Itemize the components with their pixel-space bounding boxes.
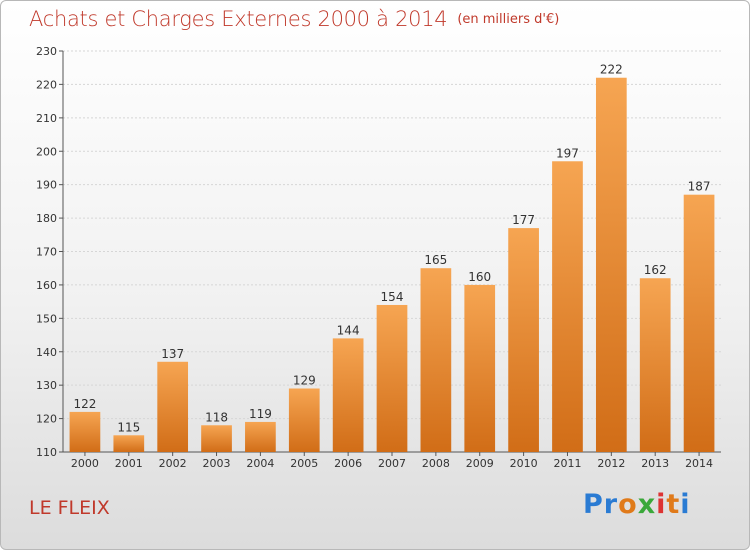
bar — [464, 284, 496, 452]
y-tick-label: 110 — [36, 446, 57, 459]
data-label: 165 — [424, 253, 447, 267]
x-tick-label: 2001 — [115, 457, 143, 470]
bar — [420, 268, 452, 452]
logo-letter: o — [618, 489, 638, 520]
place-name: LE FLEIX — [29, 497, 110, 519]
x-tick-label: 2008 — [422, 457, 450, 470]
x-tick-label: 2004 — [246, 457, 274, 470]
x-tick-label: 2000 — [71, 457, 99, 470]
data-label: 119 — [249, 407, 272, 421]
bar — [245, 421, 276, 452]
bar — [332, 338, 364, 452]
x-tick-label: 2014 — [685, 457, 713, 470]
data-label: 137 — [161, 347, 184, 361]
logo-letter: i — [656, 489, 667, 520]
y-tick-label: 170 — [36, 246, 57, 259]
bar — [595, 77, 627, 452]
data-label: 177 — [512, 213, 535, 227]
y-tick-label: 230 — [36, 45, 57, 58]
x-tick-label: 2011 — [553, 457, 581, 470]
bar — [639, 278, 671, 452]
data-label: 222 — [600, 63, 623, 77]
y-tick-label: 210 — [36, 112, 57, 125]
x-tick-label: 2006 — [334, 457, 362, 470]
y-tick-label: 200 — [36, 145, 57, 158]
bars — [69, 77, 715, 453]
bar — [157, 361, 189, 452]
bar — [69, 411, 101, 452]
x-tick-label: 2013 — [641, 457, 669, 470]
data-label: 197 — [556, 146, 579, 160]
x-tick-label: 2012 — [597, 457, 625, 470]
chart-title: Achats et Charges Externes 2000 à 2014 (e… — [29, 7, 559, 31]
data-label: 122 — [73, 397, 96, 411]
x-tick-label: 2003 — [203, 457, 231, 470]
proxiti-logo: Proxiti — [583, 489, 691, 520]
logo-letter: P — [583, 489, 604, 520]
bar — [683, 194, 715, 453]
x-tick-label: 2002 — [159, 457, 187, 470]
data-label: 115 — [117, 420, 140, 434]
x-tick-label: 2005 — [290, 457, 318, 470]
bar — [376, 304, 408, 452]
y-tick-label: 150 — [36, 312, 57, 325]
labels: 110 120 130 140 150 160 170 180 190 200 210 220 230 1… — [36, 45, 713, 470]
x-tick-label: 2007 — [378, 457, 406, 470]
logo-letter: t — [666, 489, 681, 520]
x-tick-label: 2009 — [466, 457, 494, 470]
data-label: 129 — [293, 374, 316, 388]
logo-letter: r — [603, 489, 619, 520]
bar — [288, 388, 320, 452]
bar — [552, 161, 583, 452]
logo-letter: x — [637, 489, 657, 520]
data-label: 118 — [205, 410, 228, 424]
y-tick-label: 140 — [36, 346, 57, 359]
y-tick-label: 220 — [36, 78, 57, 91]
data-label: 160 — [468, 270, 491, 284]
data-label: 144 — [337, 323, 360, 337]
y-tick-label: 180 — [36, 212, 57, 225]
x-tick-label: 2010 — [510, 457, 538, 470]
data-label: 162 — [644, 263, 667, 277]
y-tick-label: 160 — [36, 279, 57, 292]
data-label: 154 — [381, 290, 404, 304]
bar — [201, 425, 232, 452]
logo-letter: i — [680, 489, 691, 520]
chart-title-text: Achats et Charges Externes 2000 à 2014 — [29, 7, 448, 31]
data-label: 187 — [688, 180, 711, 194]
y-tick-label: 130 — [36, 379, 57, 392]
y-tick-label: 120 — [36, 413, 57, 426]
bar — [113, 435, 145, 452]
chart-unit: (en milliers d'€) — [457, 12, 560, 27]
y-tick-label: 190 — [36, 179, 57, 192]
bar — [508, 228, 539, 452]
